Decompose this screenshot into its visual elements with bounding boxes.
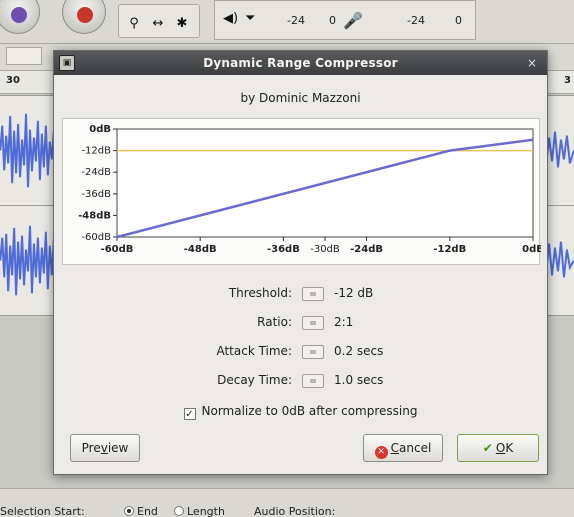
threshold-label: Threshold: bbox=[228, 286, 292, 300]
preview-button[interactable]: Preview bbox=[70, 434, 140, 462]
attack-time-slider[interactable] bbox=[302, 345, 324, 359]
y-tick-label: -12dB bbox=[81, 146, 111, 157]
x-tick-label: -60dB bbox=[101, 244, 134, 255]
zoom-tool-icon[interactable]: ⚲ bbox=[129, 16, 139, 31]
end-radio[interactable]: End bbox=[124, 505, 158, 517]
y-tick-label: -36dB bbox=[81, 189, 111, 200]
ratio-label: Ratio: bbox=[257, 315, 292, 329]
ok-label-part: K bbox=[505, 441, 514, 455]
time-shift-tool-icon[interactable]: ↔ bbox=[152, 16, 164, 31]
ruler-label: 3 bbox=[564, 75, 571, 86]
ratio-value: 2:1 bbox=[334, 315, 354, 329]
ruler-label: 30 bbox=[6, 75, 20, 86]
microphone-icon[interactable]: 🎤 bbox=[343, 11, 363, 30]
speaker-icon[interactable]: ◀) bbox=[223, 11, 239, 26]
preview-label-part: Pre bbox=[81, 441, 101, 455]
threshold-value: -12 dB bbox=[334, 286, 374, 300]
compressor-dialog: ▣ Dynamic Range Compressor × by Dominic … bbox=[53, 50, 548, 475]
pause-button[interactable] bbox=[0, 0, 40, 34]
normalize-checkbox[interactable]: ✓ bbox=[183, 408, 196, 420]
tools-toolbar: ⚲ ↔ ✱ bbox=[118, 4, 200, 38]
waveform bbox=[0, 113, 58, 188]
x-tick-label: -48dB bbox=[184, 244, 217, 255]
cancel-label-part: ancel bbox=[399, 441, 432, 455]
normalize-label: Normalize to 0dB after compressing bbox=[201, 404, 418, 418]
selection-toolbar: Selection Start: End Length Audio Positi… bbox=[0, 488, 574, 517]
decay-time-label: Decay Time: bbox=[217, 373, 292, 387]
x-tick-label: -12dB bbox=[433, 244, 466, 255]
cancel-mnemonic: C bbox=[390, 441, 400, 455]
preview-mnemonic: v bbox=[100, 441, 108, 455]
end-label: End bbox=[137, 505, 158, 517]
checkmark-icon: ✔ bbox=[482, 441, 493, 455]
y-tick-label: 0dB bbox=[89, 124, 111, 135]
author-byline: by Dominic Mazzoni bbox=[240, 91, 361, 105]
selection-start-label: Selection Start: bbox=[0, 505, 85, 517]
attack-time-label: Attack Time: bbox=[216, 344, 292, 358]
x-tick-label: 0dB bbox=[522, 244, 541, 255]
meter-toolbar: ◀) ⏷ -24 0 🎤 -24 0 bbox=[214, 0, 476, 40]
y-tick-label: -24dB bbox=[81, 167, 111, 178]
x-tick-label: -30dB bbox=[310, 244, 340, 255]
multi-tool-icon[interactable]: ✱ bbox=[176, 16, 188, 31]
ok-button[interactable]: ✔ OK bbox=[457, 434, 539, 462]
ok-mnemonic: O bbox=[495, 441, 506, 455]
preview-label-part: iew bbox=[107, 441, 129, 455]
radio-selected-icon bbox=[124, 506, 134, 516]
length-label: Length bbox=[187, 505, 225, 517]
ratio-slider[interactable] bbox=[302, 316, 324, 330]
dialog-title: Dynamic Range Compressor bbox=[203, 56, 398, 70]
compression-curve-graph: 0dB -12dB -24dB -36dB -48dB -60dB -60dB -48dB -3… bbox=[62, 118, 541, 265]
record-button[interactable] bbox=[62, 0, 106, 34]
chevron-down-icon[interactable]: ⏷ bbox=[245, 11, 256, 26]
pause-icon bbox=[11, 7, 27, 23]
decay-time-value: 1.0 secs bbox=[334, 373, 384, 387]
record-icon bbox=[77, 7, 93, 23]
close-button[interactable]: × bbox=[526, 56, 538, 70]
normalize-option[interactable]: ✓ Normalize to 0dB after compressing bbox=[54, 404, 547, 420]
decay-time-slider[interactable] bbox=[302, 374, 324, 388]
playback-meter-label-b: 0 bbox=[329, 14, 336, 27]
cancel-icon: ✕ bbox=[374, 446, 388, 459]
x-tick-label: -36dB bbox=[267, 244, 300, 255]
audio-position-label: Audio Position: bbox=[254, 505, 336, 517]
compression-curve-line bbox=[116, 138, 534, 239]
toolbar-widget[interactable] bbox=[6, 47, 42, 65]
playback-meter-label-a: -24 bbox=[287, 14, 305, 27]
dialog-titlebar[interactable]: ▣ Dynamic Range Compressor × bbox=[54, 51, 547, 75]
compression-curve-svg: 0dB -12dB -24dB -36dB -48dB -60dB-60dB -48dB -3… bbox=[78, 124, 541, 255]
waveform bbox=[0, 225, 58, 296]
cancel-button[interactable]: ✕ Cancel bbox=[363, 434, 443, 462]
attack-time-value: 0.2 secs bbox=[334, 344, 384, 358]
record-meter-label-a: -24 bbox=[407, 14, 425, 27]
threshold-slider[interactable] bbox=[302, 287, 324, 301]
x-tick-label: -24dB bbox=[350, 244, 383, 255]
main-toolbar: ⚲ ↔ ✱ ◀) ⏷ -24 0 🎤 -24 0 bbox=[0, 0, 574, 44]
record-meter-label-b: 0 bbox=[455, 14, 462, 27]
y-tick-label: -48dB bbox=[78, 210, 111, 221]
y-tick-label: -60dB bbox=[81, 232, 111, 243]
radio-unselected-icon bbox=[174, 506, 184, 516]
length-radio[interactable]: Length bbox=[174, 505, 225, 517]
app-icon: ▣ bbox=[59, 55, 75, 71]
